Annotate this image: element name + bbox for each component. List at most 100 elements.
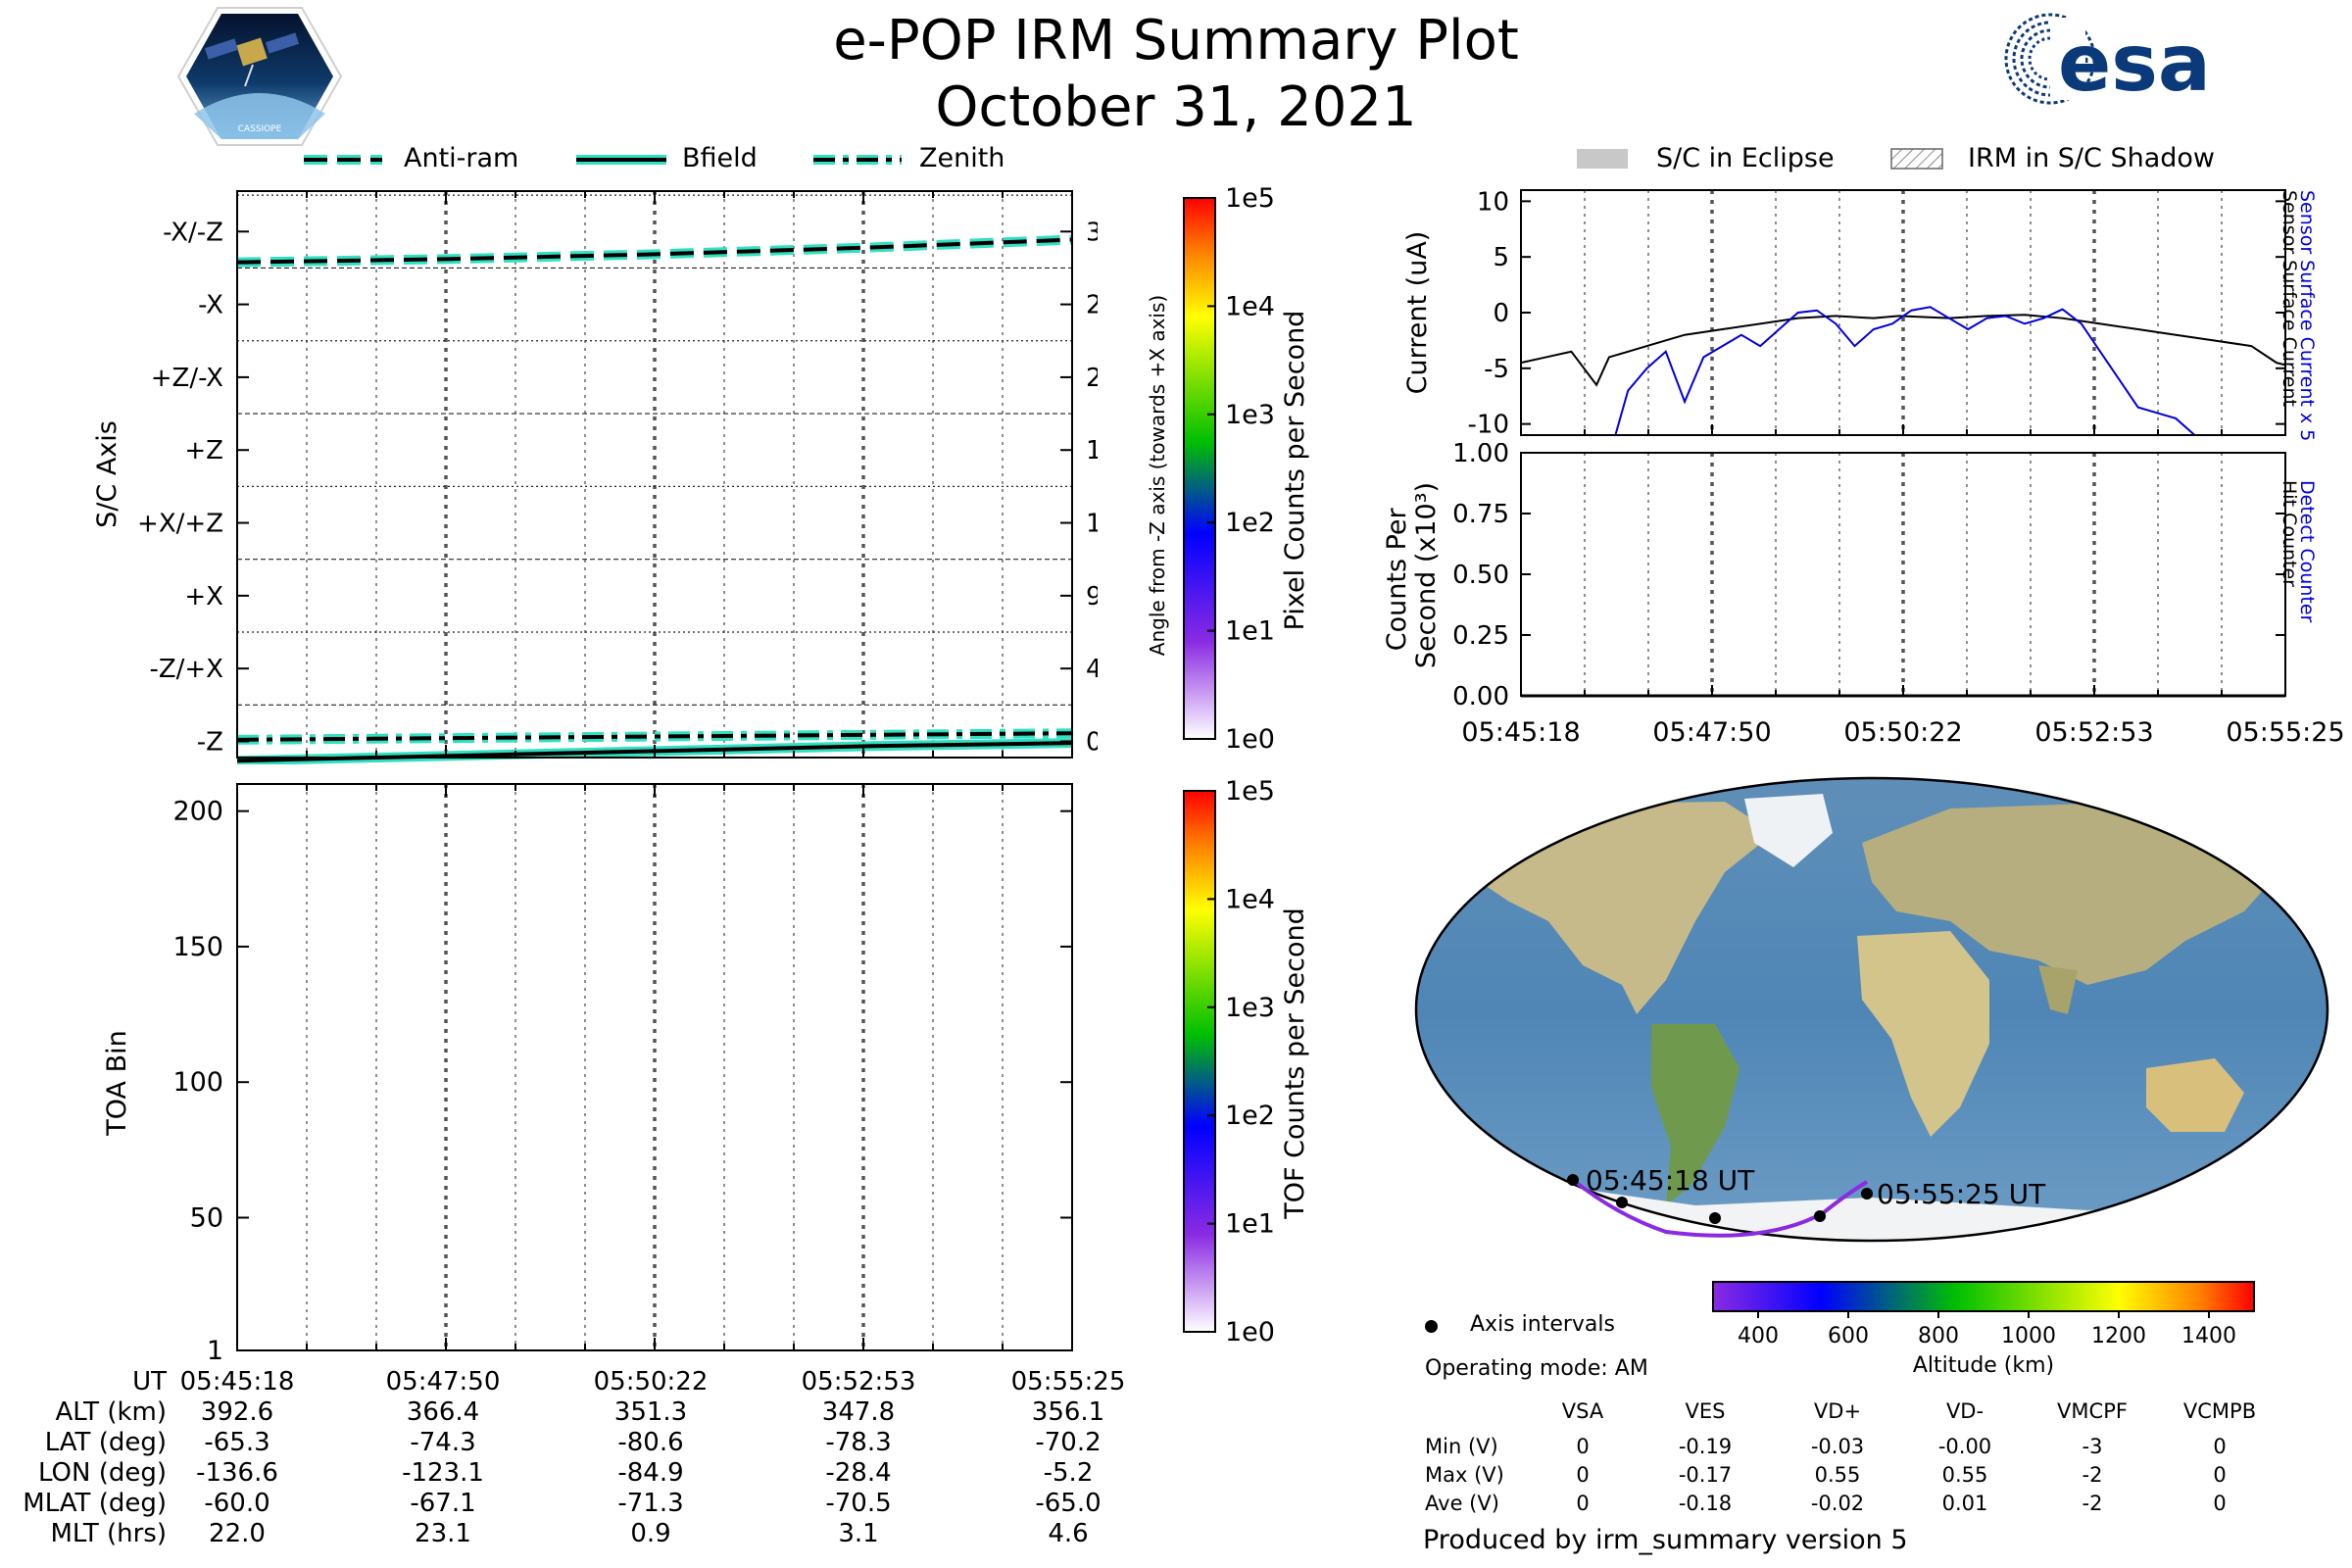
ephemeris-cell: -70.2 [1035,1428,1102,1457]
counts-tick-label: 0.50 [1452,561,1509,590]
voltage-header: VES [1685,1399,1726,1423]
ephemeris-cell: 4.6 [1048,1519,1089,1548]
ephemeris-cell: 347.8 [821,1397,896,1427]
eclipse-legend [1577,148,1943,170]
colorbar-tick-label: 1e4 [1225,884,1275,914]
current-right-label-blue: Sensor Surface Current x 5 [2296,190,2318,441]
axis-intervals-dot [1425,1320,1438,1333]
angle-axis-label: Angle from -Z axis (towards +X axis) [1146,295,1169,656]
operating-mode: Operating mode: AM [1425,1356,1648,1381]
angle-label-holder: Angle from -Z axis (towards +X axis) [1146,295,1169,656]
cassiope-logo: CASSIOPE [176,7,343,146]
voltage-cell: -0.17 [1678,1463,1733,1487]
north-america-land [1470,802,1774,1014]
angle-tick-label: 0 [1086,727,1098,757]
ephemeris-cell: -71.3 [617,1489,684,1518]
toa-tick-label: 1 [207,1336,223,1366]
angle-tick-label: 135 [1086,510,1098,539]
current-tick-label: -10 [1468,411,1509,440]
ephemeris-cell: -67.1 [410,1489,476,1518]
altitude-colorbar: 400 600 800 1000 1200 1400 Altitude (km) [1712,1281,2255,1378]
ephemeris-row-label: LAT (deg) [44,1428,167,1457]
voltage-header: VD+ [1813,1399,1862,1423]
angle-tick-label: 315 [1086,218,1098,247]
current-tick-label: -5 [1484,355,1509,384]
sc-axis-category-label: -Z/+X [149,655,223,684]
voltage-header: VD- [1945,1399,1984,1423]
satellite-icon [204,32,300,87]
colorbar-tick-label: 1e3 [1225,993,1275,1023]
voltage-header: VMCPF [2057,1399,2128,1423]
sc-axis-ylabel: S/C Axis [92,420,122,528]
colorbar-tick-label: 1e5 [1225,779,1275,807]
series-line-anti-ram [236,237,1073,265]
pixel-colorbar-label: Pixel Counts per Second [1280,311,1310,631]
ephemeris-cell: -28.4 [825,1458,892,1488]
legend-eclipse-swatch [1577,149,1628,169]
altitude-tick-label: 800 [1918,1324,1959,1348]
counts-ylabel: Counts Per Second (x10³) [1382,482,1442,668]
voltage-cell: 0 [1576,1492,1590,1515]
time-tick-label: 05:52:53 [2034,717,2153,748]
angle-tick-label: 225 [1086,364,1098,393]
counts-tick-label: 0.75 [1452,500,1509,529]
cassiope-logo-text: CASSIOPE [238,124,282,134]
ephemeris-cell: -70.5 [825,1489,892,1518]
altitude-colorbar-label: Altitude (km) [1913,1353,2054,1378]
eurasia-land [1862,804,2283,985]
esa-logo: esa [2004,13,2211,108]
time-tick-label: 05:45:18 [1461,717,1580,748]
voltage-cell: -0.02 [1810,1492,1865,1515]
voltage-cell: 0 [2213,1435,2227,1458]
current-series-blue [1614,306,2196,436]
voltage-cell: 0 [1576,1435,1590,1458]
legend-bfield-label: Bfield [682,143,758,173]
voltage-cell: 0 [2213,1463,2227,1487]
angle-tick-label: 45 [1086,655,1098,684]
legend-shadow-label: IRM in S/C Shadow [1968,143,2216,173]
sc-axis-category-label: +Z/-X [151,364,223,393]
time-tick-label: 05:55:25 [2226,717,2344,748]
axis-intervals-label: Axis intervals [1470,1312,1615,1337]
colorbar-tick-label: 1e0 [1225,1317,1275,1348]
ephemeris-cell: -74.3 [410,1428,476,1457]
satellite-track [1571,1178,1869,1238]
ephemeris-cell: 05:55:25 [1010,1367,1126,1396]
voltage-row-label: Min (V) [1425,1435,1498,1458]
voltage-row-label: Max (V) [1425,1463,1504,1487]
greenland-land [1744,794,1833,867]
page-title: e-POP IRM Summary Plot [833,9,1519,73]
sc-axis-category-label: -X [198,291,223,320]
altitude-tick-label: 400 [1738,1324,1779,1348]
voltage-cell: 0.55 [1941,1463,1988,1487]
world-map: 05:45:18 UT 05:55:25 UT [1414,776,2329,1243]
tof-colorbar: 1e0 1e1 1e2 1e3 1e4 1e5 TOF Counts per Second [1183,779,1310,1348]
counts-panel: 1.00 0.75 0.50 0.25 0.00 05:45:18 05:47:50 05:5… [1382,443,2345,748]
current-ylabel: Current (uA) [1402,231,1433,395]
track-point-5 [1861,1188,1873,1200]
time-tick-label: 05:47:50 [1652,717,1771,748]
altitude-tick-label: 1200 [2091,1324,2146,1348]
ephemeris-row-label: MLT (hrs) [50,1519,168,1548]
toa-tick-label: 150 [172,932,223,962]
voltage-header: VCMPB [2182,1399,2257,1423]
colorbar-tick-label: 1e0 [1225,724,1275,755]
colorbar-tick-label: 1e1 [1225,1209,1275,1240]
colorbar-tick-label: 1e2 [1225,508,1275,538]
current-right-label-black: Sensor Surface Current [2278,190,2300,407]
ephemeris-row-label: LON (deg) [37,1458,167,1488]
voltage-cell: 0.01 [1941,1492,1988,1515]
sc-axis-category-label: +X/+Z [137,510,223,539]
page-date: October 31, 2021 [935,75,1417,139]
ephemeris-cell: 392.6 [200,1397,274,1427]
voltage-cell: -0.03 [1810,1435,1865,1458]
ephemeris-cell: 3.1 [838,1519,879,1548]
voltage-cell: -0.18 [1678,1492,1733,1515]
ephemeris-cell: 366.4 [406,1397,480,1427]
australia-land [2146,1058,2244,1132]
toa-ylabel: TOA Bin [102,1030,132,1136]
ephemeris-cell: -80.6 [617,1428,684,1457]
pixel-colorbar: 1e0 1e1 1e2 1e3 1e4 1e5 Pixel Counts per Seco… [1183,186,1310,755]
ephemeris-cell: -78.3 [825,1428,892,1457]
footer-note: Produced by irm_summary version 5 [1423,1525,1908,1555]
